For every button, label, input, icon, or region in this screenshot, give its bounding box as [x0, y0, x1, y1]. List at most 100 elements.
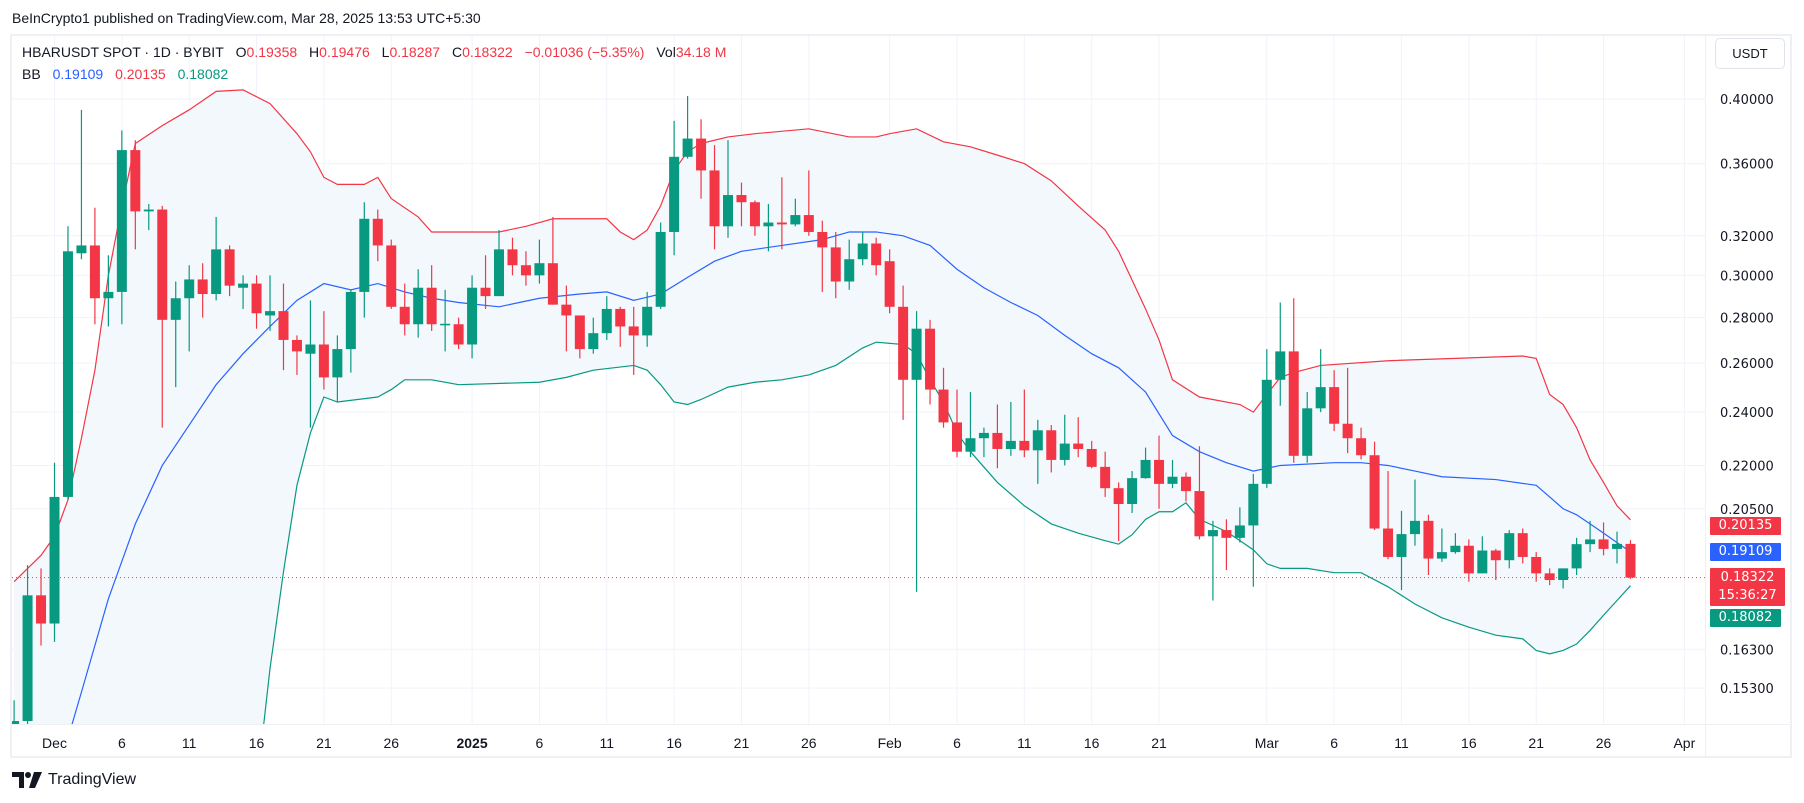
x-tick-label: Mar [1255, 735, 1279, 751]
candle-body [372, 218, 383, 246]
y-tick-label: 0.20500 [1720, 503, 1774, 518]
candle-body [1207, 530, 1218, 537]
candle-body [1288, 351, 1299, 456]
candle-body [857, 243, 868, 260]
candle-body [723, 195, 733, 227]
candle-body [1625, 543, 1636, 578]
candle-body [1073, 443, 1084, 449]
candle-body [547, 263, 558, 305]
candle-body [22, 595, 33, 722]
candle-body [763, 222, 774, 227]
candle-body [1436, 552, 1447, 559]
candle-body [1315, 387, 1326, 409]
candle-body [1490, 550, 1501, 561]
bb-lower-price-tag: 0.18082 [1710, 609, 1781, 627]
candle-body [1113, 488, 1124, 504]
bb-label: BB [22, 66, 41, 82]
candle-body [803, 215, 814, 232]
x-tick-label: 16 [249, 735, 265, 751]
candle-body [130, 150, 141, 212]
candle-body [399, 306, 410, 325]
tradingview-logo[interactable]: TradingView [12, 771, 136, 789]
candle-body [1585, 539, 1596, 545]
candle-body [951, 422, 962, 452]
candle-body [642, 306, 653, 336]
candle-body [494, 249, 505, 297]
candle-body [265, 311, 276, 316]
candle-body [1086, 448, 1097, 467]
candle-body [1261, 379, 1272, 484]
x-tick-label: 21 [734, 735, 750, 751]
candle-body [1019, 440, 1030, 451]
candle-body [696, 138, 707, 171]
candle-body [992, 432, 1003, 449]
candle-body [1612, 543, 1623, 549]
x-tick-label: 11 [182, 735, 197, 751]
candle-body [1396, 534, 1407, 557]
candle-body [12, 721, 20, 724]
candle-body [1423, 520, 1434, 559]
candle-body [925, 328, 936, 390]
candle-body [278, 311, 289, 340]
open-value: 0.19358 [246, 44, 298, 60]
bollinger-bands [12, 89, 1705, 724]
candle-body [1450, 545, 1461, 553]
candle-body [359, 218, 370, 292]
candle-body [574, 315, 585, 350]
candle-body [709, 170, 720, 227]
candle-body [332, 349, 343, 378]
x-tick-label: 26 [801, 735, 817, 751]
candle-body [1032, 430, 1043, 451]
candle-body [36, 595, 47, 624]
candle-body [62, 251, 73, 497]
candle-body [830, 247, 841, 282]
candle-body [345, 291, 356, 350]
candle-body [170, 298, 181, 320]
candle-body [655, 231, 666, 307]
candle-body [318, 344, 329, 378]
x-tick-label: Apr [1673, 735, 1695, 751]
candle-body [520, 265, 531, 276]
candle-body [143, 209, 154, 212]
x-tick-label: 6 [118, 735, 126, 751]
y-tick-label: 0.36000 [1720, 158, 1774, 173]
x-tick-label: 26 [1596, 735, 1612, 751]
currency-button[interactable]: USDT [1715, 38, 1785, 69]
tradingview-brand: TradingView [48, 771, 137, 788]
candle-body [1356, 438, 1367, 456]
close-label: C [451, 44, 463, 60]
bb-band-fill [14, 89, 1631, 724]
x-tick-label: 11 [1394, 735, 1409, 751]
candle-body [978, 432, 989, 439]
bb-basis-price-tag: 0.19109 [1710, 543, 1781, 561]
y-tick-label: 0.22000 [1720, 459, 1774, 474]
high-value: 0.19476 [319, 44, 370, 60]
candle-body [1221, 530, 1232, 538]
bb-basis-value: 0.19109 [52, 66, 104, 82]
candle-body [1383, 528, 1394, 557]
candle-body [1477, 550, 1488, 574]
candle-body [1544, 573, 1555, 581]
volume-label: Vol [656, 44, 676, 60]
candle-body [1154, 459, 1165, 484]
candle-body [1194, 491, 1205, 537]
candle-body [1342, 423, 1353, 439]
candle-body [1180, 476, 1191, 492]
symbol-label[interactable]: HBARUSDT SPOT · 1D · BYBIT [22, 44, 224, 60]
x-tick-label: 16 [666, 735, 682, 751]
candle-body [1329, 387, 1340, 424]
candle-body [426, 287, 437, 325]
candle-body [1369, 455, 1380, 529]
candle-body [116, 150, 127, 292]
publish-info: BeInCrypto1 published on TradingView.com… [12, 10, 481, 26]
candle-body [291, 339, 302, 352]
y-tick-label: 0.16300 [1720, 643, 1774, 658]
high-label: H [309, 44, 320, 60]
candle-body [89, 245, 100, 299]
candle-body [1234, 525, 1245, 538]
candle-body [561, 304, 572, 316]
volume-value: 34.18 M [675, 44, 727, 60]
axes: 0.40000 0.36000 0.32000 0.30000 0.28000 0.260… [12, 36, 1792, 756]
bb-legend[interactable]: BB 0.19109 0.20135 0.18082 [22, 66, 228, 82]
